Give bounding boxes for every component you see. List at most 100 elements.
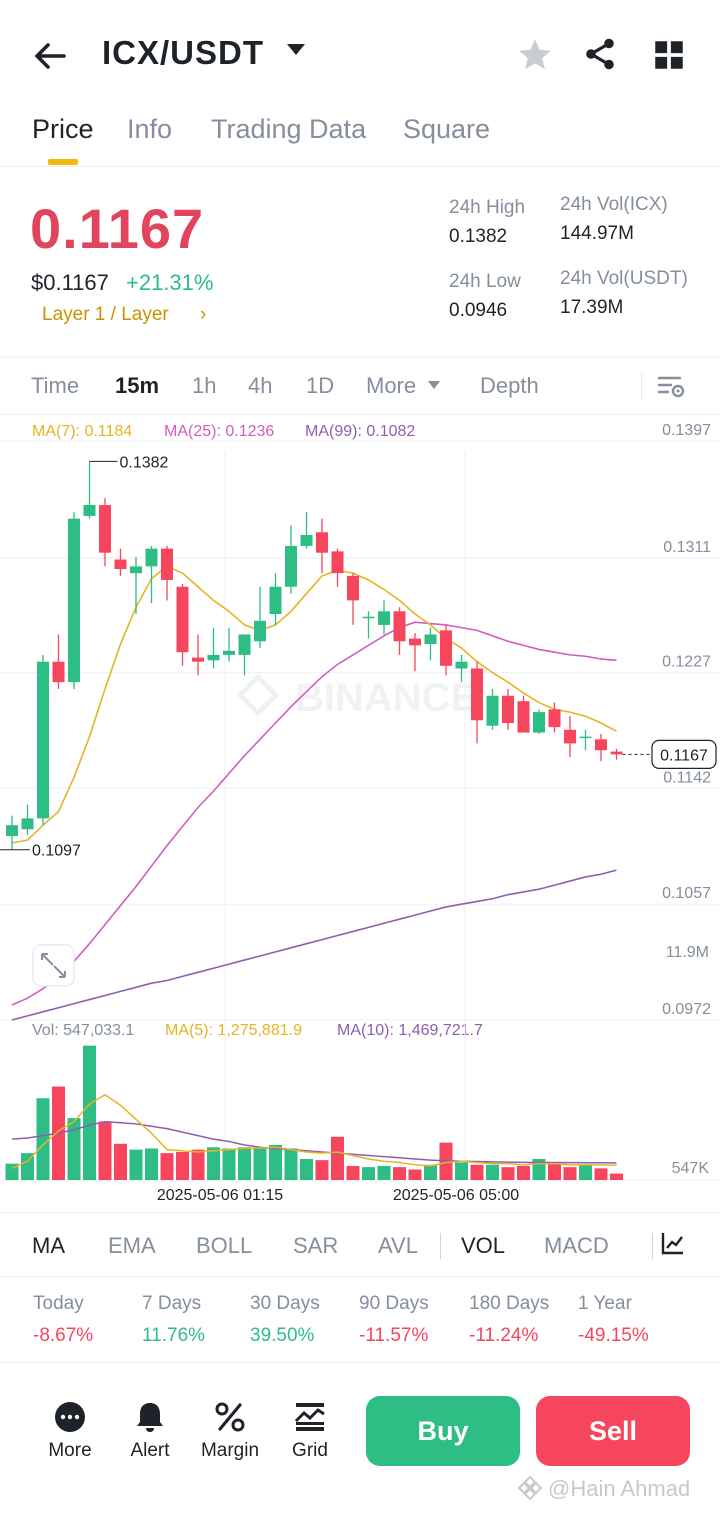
divider — [0, 414, 720, 415]
divider — [0, 1362, 720, 1363]
stat-label-24h-vol-quote: 24h Vol(USDT) — [560, 268, 688, 289]
candle-body — [579, 736, 592, 739]
candle-body — [83, 505, 96, 516]
chevron-right-icon[interactable]: › — [200, 304, 207, 325]
watermark-author: @Hain Ahmad — [548, 1476, 691, 1501]
indicator-ma[interactable]: MA — [32, 1233, 65, 1258]
nav-more-label[interactable]: More — [48, 1440, 92, 1461]
y-axis-label: 0.1057 — [662, 885, 711, 902]
volume-bar — [579, 1164, 592, 1180]
volume-bar — [114, 1143, 127, 1180]
binance-watermark-icon — [236, 673, 280, 717]
candle-body — [207, 654, 220, 661]
tab-price[interactable]: Price — [32, 114, 94, 144]
section-divider — [0, 356, 720, 358]
category-tag-link[interactable]: Layer 1 / Layer — [42, 304, 169, 325]
candle-body — [223, 650, 235, 655]
legend-ma7: MA(7): 0.1184 — [32, 423, 133, 440]
volume-bar — [331, 1136, 344, 1180]
vol-ma5-line — [11, 1093, 617, 1170]
more-icon[interactable] — [52, 1399, 88, 1435]
candle-body — [347, 575, 359, 601]
volume-bar — [424, 1164, 437, 1180]
candle-body — [37, 661, 49, 819]
nav-margin-label[interactable]: Margin — [200, 1440, 260, 1461]
performance-value: -11.57% — [359, 1325, 429, 1346]
indicator-sar[interactable]: SAR — [293, 1233, 339, 1258]
grid-menu-icon[interactable] — [654, 40, 684, 70]
volume-bar — [470, 1164, 484, 1180]
candle-body — [316, 532, 328, 553]
back-arrow-icon[interactable] — [30, 36, 70, 76]
candle-body — [471, 668, 483, 721]
current-price-tag — [651, 739, 717, 769]
candle-body — [486, 695, 499, 726]
indicator-macd[interactable]: MACD — [544, 1233, 609, 1258]
stat-label-24h-vol-base: 24h Vol(ICX) — [560, 194, 668, 215]
volume-bar — [222, 1148, 236, 1180]
trading-pair-title[interactable]: ICX/USDT — [102, 34, 265, 71]
volume-bar — [98, 1121, 112, 1180]
nav-alert-label[interactable]: Alert — [130, 1440, 170, 1461]
performance-label: 90 Days — [359, 1293, 429, 1314]
legend-ma99: MA(99): 0.1082 — [305, 423, 416, 440]
active-tab-indicator — [48, 159, 78, 165]
nav-grid-label[interactable]: Grid — [292, 1440, 328, 1461]
candle-body — [378, 611, 390, 625]
buy-button[interactable]: Buy — [366, 1396, 520, 1466]
timeframe-1d[interactable]: 1D — [306, 373, 335, 398]
expand-chart-icon — [32, 944, 75, 987]
candle-body — [595, 739, 607, 751]
volume-bar — [145, 1148, 158, 1180]
indicator-avl[interactable]: AVL — [378, 1233, 418, 1258]
y-axis-label: 0.1311 — [663, 539, 711, 556]
chart-settings-icon[interactable] — [656, 371, 686, 401]
ma25-line — [11, 621, 617, 1006]
indicator-boll[interactable]: BOLL — [196, 1233, 253, 1258]
indicator-settings-icon[interactable] — [660, 1230, 686, 1256]
candle-body — [145, 548, 158, 567]
volume-bar — [5, 1163, 19, 1180]
pair-dropdown-icon[interactable] — [287, 44, 305, 55]
timeframe-1h[interactable]: 1h — [192, 373, 217, 398]
performance-label: 1 Year — [578, 1293, 632, 1314]
candle-body — [52, 661, 65, 683]
performance-label: Today — [33, 1293, 84, 1314]
grid-bot-icon[interactable] — [292, 1399, 328, 1435]
stat-value-24h-high: 0.1382 — [449, 226, 508, 247]
share-icon[interactable] — [582, 36, 618, 72]
volume-bar — [517, 1165, 530, 1180]
timeframe-15m[interactable]: 15m — [115, 373, 160, 398]
x-axis-label: 2025-05-06 01:15 — [157, 1187, 283, 1204]
sell-button[interactable]: Sell — [536, 1396, 690, 1466]
timeframe-depth[interactable]: Depth — [480, 373, 539, 398]
candle-body — [610, 751, 623, 755]
favorite-star-icon[interactable] — [516, 36, 554, 74]
legend-volume: Vol: 547,033.1 — [32, 1022, 135, 1039]
performance-value: -11.24% — [469, 1325, 539, 1346]
candle-body — [517, 701, 530, 733]
legend-vol-ma10: MA(10): 1,469,721.7 — [337, 1022, 483, 1039]
indicator-ema[interactable]: EMA — [108, 1233, 156, 1258]
low-marker-label: 0.1097 — [32, 843, 81, 860]
tab-trading-data[interactable]: Trading Data — [211, 114, 367, 144]
divider — [440, 1233, 441, 1259]
candle-body — [269, 586, 282, 615]
candle-body — [68, 518, 80, 683]
top-bar: ICX/USDT — [0, 0, 720, 100]
tab-square[interactable]: Square — [403, 114, 491, 144]
tab-info[interactable]: Info — [127, 114, 173, 144]
candle-body — [21, 818, 34, 830]
timeframe-4h[interactable]: 4h — [248, 373, 273, 398]
timeframe-time[interactable]: Time — [31, 373, 80, 398]
candle-body — [502, 695, 514, 724]
indicator-vol[interactable]: VOL — [461, 1233, 506, 1258]
candlestick-chart[interactable]: BINANCE 0.1382 0.1097 0.1397 0.1311 0.1227 0.… — [0, 415, 720, 1215]
margin-percent-icon[interactable] — [212, 1399, 248, 1435]
timeframe-more[interactable]: More — [366, 373, 417, 398]
expand-arrows-icon — [41, 953, 66, 978]
alert-bell-icon[interactable] — [132, 1399, 168, 1435]
price-change-percent: +21.31% — [126, 270, 214, 295]
caret-down-icon[interactable] — [428, 381, 440, 389]
ma99-line — [11, 869, 617, 1021]
